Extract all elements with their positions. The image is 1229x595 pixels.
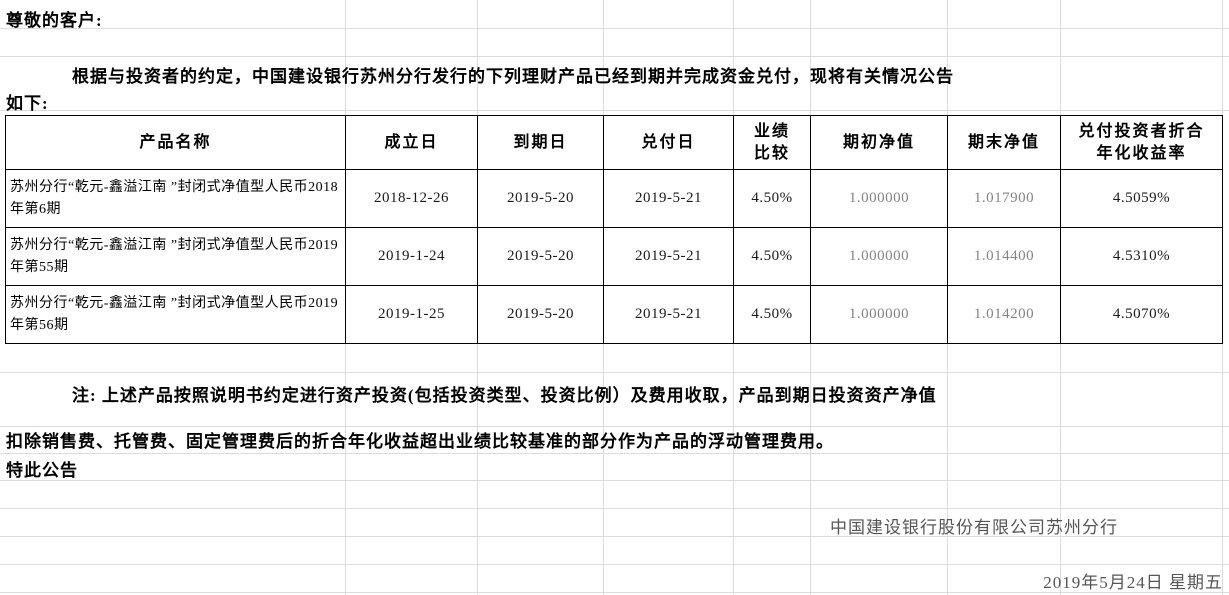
- cell-nav-end: 1.017900: [947, 169, 1061, 228]
- cell-establish-date: 2018-12-26: [345, 169, 478, 228]
- cell-product-name: 苏州分行“乾元-鑫溢江南 ”封闭式净值型人民币2018年第6期: [5, 169, 346, 228]
- cell-maturity-date: 2019-5-20: [477, 227, 604, 286]
- cell-annualized-return: 4.5310%: [1060, 227, 1223, 286]
- col-header-establish-date: 成立日: [345, 115, 478, 170]
- table-header-row: 产品名称 成立日 到期日 兑付日 业绩 比较 期初净值 期末净值 兑付投资者折合…: [5, 115, 1223, 170]
- cell-establish-date: 2019-1-24: [345, 227, 478, 286]
- cell-benchmark: 4.50%: [733, 227, 811, 286]
- cell-nav-start: 1.000000: [810, 169, 948, 228]
- cell-establish-date: 2019-1-25: [345, 285, 478, 344]
- cell-product-name: 苏州分行“乾元-鑫溢江南 ”封闭式净值型人民币2019年第56期: [5, 285, 346, 344]
- cell-maturity-date: 2019-5-20: [477, 285, 604, 344]
- cell-annualized-return: 4.5070%: [1060, 285, 1223, 344]
- cell-nav-end: 1.014400: [947, 227, 1061, 286]
- table-row: 苏州分行“乾元-鑫溢江南 ”封闭式净值型人民币2019年第56期 2019-1-…: [5, 285, 1223, 344]
- cell-maturity-date: 2019-5-20: [477, 169, 604, 228]
- cell-product-name: 苏州分行“乾元-鑫溢江南 ”封闭式净值型人民币2019年第55期: [5, 227, 346, 286]
- announcement-date: 2019年5月24日 星期五: [1043, 573, 1223, 592]
- cell-benchmark: 4.50%: [733, 169, 811, 228]
- cell-nav-end: 1.014200: [947, 285, 1061, 344]
- cell-annualized-return: 4.5059%: [1060, 169, 1223, 228]
- cell-nav-start: 1.000000: [810, 285, 948, 344]
- cell-payment-date: 2019-5-21: [603, 285, 734, 344]
- cell-payment-date: 2019-5-21: [603, 169, 734, 228]
- products-table: 产品名称 成立日 到期日 兑付日 业绩 比较 期初净值 期末净值 兑付投资者折合…: [5, 115, 1223, 344]
- salutation: 尊敬的客户:: [6, 11, 103, 30]
- closing-statement: 特此公告: [6, 461, 78, 480]
- col-header-maturity-date: 到期日: [477, 115, 604, 170]
- note-line-2: 扣除销售费、托管费、固定管理费后的折合年化收益超出业绩比较基准的部分作为产品的浮…: [6, 432, 834, 451]
- col-header-benchmark: 业绩 比较: [733, 115, 811, 170]
- table-row: 苏州分行“乾元-鑫溢江南 ”封闭式净值型人民币2019年第55期 2019-1-…: [5, 227, 1223, 286]
- cell-nav-start: 1.000000: [810, 227, 948, 286]
- cell-benchmark: 4.50%: [733, 285, 811, 344]
- col-header-nav-end: 期末净值: [947, 115, 1061, 170]
- table-row: 苏州分行“乾元-鑫溢江南 ”封闭式净值型人民币2018年第6期 2018-12-…: [5, 169, 1223, 228]
- cell-payment-date: 2019-5-21: [603, 227, 734, 286]
- col-header-payment-date: 兑付日: [603, 115, 734, 170]
- intro-line-2: 如下:: [6, 94, 49, 113]
- intro-line-1: 根据与投资者的约定，中国建设银行苏州分行发行的下列理财产品已经到期并完成资金兑付…: [72, 67, 954, 86]
- note-line-1: 注: 上述产品按照说明书约定进行资产投资(包括投资类型、投资比例）及费用收取，产…: [72, 386, 937, 405]
- issuer-signature: 中国建设银行股份有限公司苏州分行: [830, 518, 1118, 537]
- col-header-product-name: 产品名称: [5, 115, 346, 170]
- col-header-annualized-return: 兑付投资者折合 年化收益率: [1060, 115, 1223, 170]
- col-header-nav-start: 期初净值: [810, 115, 948, 170]
